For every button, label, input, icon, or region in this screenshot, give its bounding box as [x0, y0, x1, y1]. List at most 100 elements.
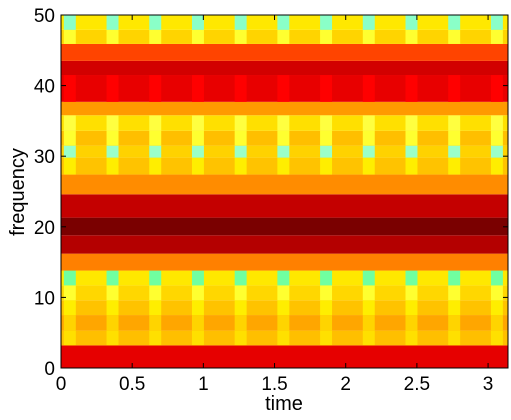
heatmap-stripe — [490, 29, 503, 44]
heatmap-stripe — [405, 330, 418, 346]
heatmap-stripe — [63, 285, 76, 301]
heatmap-layer — [61, 15, 508, 368]
heatmap-stripe — [362, 315, 375, 331]
heatmap-stripe — [277, 145, 290, 158]
heatmap-stripe — [320, 75, 333, 102]
heatmap-stripe — [234, 315, 247, 331]
heatmap-stripe — [405, 15, 418, 30]
y-tick-label: 40 — [34, 77, 55, 98]
heatmap-stripe — [490, 157, 503, 175]
heatmap-stripe — [277, 29, 290, 44]
heatmap-stripe — [362, 330, 375, 346]
heatmap-stripe — [191, 145, 204, 158]
heatmap-stripe — [362, 157, 375, 175]
heatmap-stripe — [277, 115, 290, 131]
heatmap-stripe — [405, 75, 418, 102]
heatmap-stripe — [149, 157, 162, 175]
heatmap-stripe — [490, 15, 503, 30]
heatmap-stripe — [448, 300, 461, 316]
heatmap-band-0 — [61, 345, 508, 368]
heatmap-stripe — [490, 285, 503, 301]
heatmap-stripe — [448, 145, 461, 158]
heatmap-stripe — [149, 270, 162, 286]
heatmap-stripe — [320, 285, 333, 301]
heatmap-stripe — [234, 300, 247, 316]
heatmap-stripe — [63, 75, 76, 102]
heatmap-stripe — [320, 145, 333, 158]
heatmap-stripe — [362, 270, 375, 286]
heatmap-stripe — [191, 300, 204, 316]
heatmap-stripe — [448, 130, 461, 146]
x-tick-label: 2 — [340, 374, 351, 395]
heatmap-stripe — [63, 157, 76, 175]
heatmap-stripe — [362, 145, 375, 158]
heatmap-stripe — [234, 75, 247, 102]
heatmap-stripe — [448, 75, 461, 102]
heatmap-stripe — [490, 330, 503, 346]
heatmap-stripe — [63, 330, 76, 346]
x-tick-label: 3 — [483, 374, 494, 395]
heatmap-stripe — [405, 315, 418, 331]
heatmap-stripe — [106, 29, 119, 44]
heatmap-stripe — [448, 270, 461, 286]
heatmap-band-17 — [61, 60, 508, 76]
heatmap-stripe — [149, 115, 162, 131]
heatmap-stripe — [362, 130, 375, 146]
y-axis-label: frequency — [7, 148, 29, 236]
heatmap-stripe — [362, 115, 375, 131]
heatmap-stripe — [149, 315, 162, 331]
heatmap-stripe — [320, 29, 333, 44]
heatmap-stripe — [106, 130, 119, 146]
heatmap-stripe — [277, 330, 290, 346]
heatmap-stripe — [234, 130, 247, 146]
heatmap-stripe — [448, 29, 461, 44]
heatmap-stripe — [490, 75, 503, 102]
heatmap-stripe — [448, 315, 461, 331]
x-tick-label: 1 — [198, 374, 209, 395]
heatmap-stripe — [320, 330, 333, 346]
heatmap-stripe — [448, 330, 461, 346]
heatmap-stripe — [362, 285, 375, 301]
heatmap-stripe — [149, 330, 162, 346]
heatmap-stripe — [234, 157, 247, 175]
heatmap-stripe — [320, 115, 333, 131]
heatmap-stripe — [405, 300, 418, 316]
x-tick-label: 0 — [56, 374, 67, 395]
heatmap-stripe — [405, 115, 418, 131]
heatmap-stripe — [277, 315, 290, 331]
heatmap-stripe — [277, 130, 290, 146]
y-tick-label: 0 — [44, 359, 55, 380]
heatmap-stripe — [448, 15, 461, 30]
heatmap-stripe — [490, 115, 503, 131]
heatmap-stripe — [191, 115, 204, 131]
heatmap-stripe — [490, 145, 503, 158]
heatmap-stripe — [63, 300, 76, 316]
heatmap-stripe — [106, 75, 119, 102]
heatmap-stripe — [277, 15, 290, 30]
heatmap-stripe — [490, 270, 503, 286]
x-tick-label: 2.5 — [404, 374, 430, 395]
heatmap-stripe — [320, 15, 333, 30]
heatmap-stripe — [106, 115, 119, 131]
heatmap-stripe — [191, 130, 204, 146]
heatmap-stripe — [234, 115, 247, 131]
heatmap-stripe — [234, 285, 247, 301]
heatmap-stripe — [106, 157, 119, 175]
heatmap-stripe — [490, 130, 503, 146]
heatmap-stripe — [234, 15, 247, 30]
heatmap-stripe — [277, 270, 290, 286]
y-tick-label: 30 — [34, 147, 55, 168]
heatmap-stripe — [405, 130, 418, 146]
heatmap-band-6 — [61, 253, 508, 271]
heatmap-stripe — [405, 145, 418, 158]
heatmap-stripe — [149, 15, 162, 30]
heatmap-stripe — [448, 157, 461, 175]
x-axis-label: time — [265, 393, 303, 415]
heatmap-stripe — [149, 300, 162, 316]
heatmap-stripe — [63, 315, 76, 331]
heatmap-stripe — [191, 75, 204, 102]
heatmap-stripe — [106, 315, 119, 331]
